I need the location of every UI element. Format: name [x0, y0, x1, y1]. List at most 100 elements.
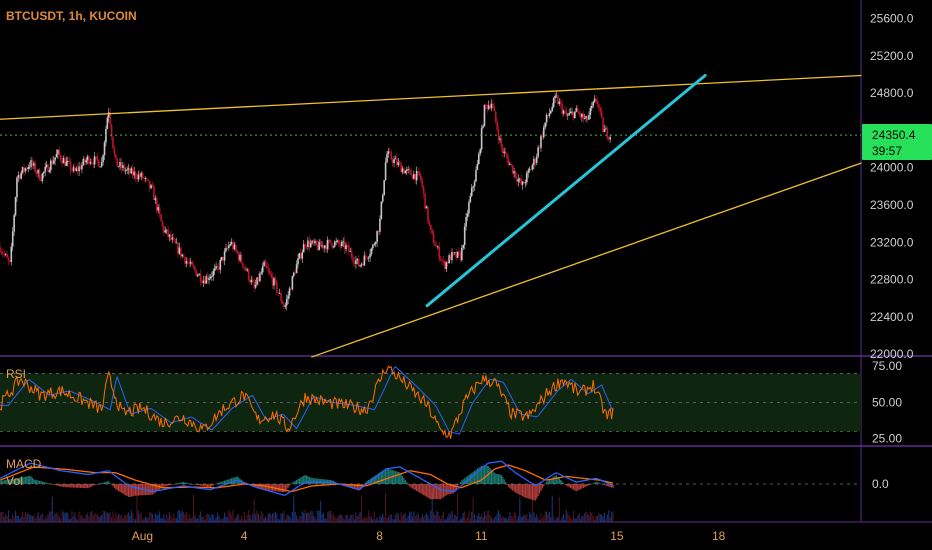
volume-bar — [204, 519, 206, 522]
macd-histogram-bar — [572, 484, 575, 490]
candle-body — [249, 279, 251, 283]
candle-body — [99, 166, 102, 168]
candle-body — [557, 95, 559, 105]
macd-histogram-bar — [85, 484, 87, 489]
macd-histogram-bar — [126, 484, 128, 497]
macd-histogram-bar — [198, 484, 200, 486]
macd-histogram-bar — [17, 477, 19, 484]
macd-histogram-bar — [55, 484, 58, 486]
volume-bar — [601, 514, 603, 522]
macd-histogram-bar — [433, 484, 435, 500]
macd-histogram-bar — [531, 484, 534, 500]
candle-body — [291, 276, 294, 290]
candle-body — [45, 164, 48, 167]
candle-body — [363, 255, 366, 266]
candle-body — [50, 160, 52, 171]
candle-body — [510, 163, 513, 166]
candle-body — [41, 173, 44, 182]
macd-histogram-bar — [551, 477, 553, 484]
macd-histogram-bar — [277, 484, 279, 492]
macd-histogram-bar — [127, 484, 130, 498]
candle-body — [157, 207, 159, 211]
macd-histogram-bar — [529, 484, 531, 499]
candle-body — [273, 278, 275, 286]
candle-body — [503, 151, 506, 154]
candle-body — [434, 243, 436, 246]
volume-bar — [358, 514, 360, 522]
candle-body — [341, 241, 343, 247]
candle-body — [541, 136, 544, 138]
candle-body — [175, 242, 178, 244]
time-tick-label: Aug — [132, 529, 153, 543]
macd-histogram-bar — [170, 484, 172, 485]
volume-bar — [242, 519, 244, 522]
candle-body — [220, 256, 223, 261]
macd-histogram-bar — [303, 475, 305, 484]
volume-bar — [365, 517, 367, 522]
candle-body — [339, 244, 342, 247]
volume-bar — [65, 512, 67, 522]
macd-histogram-bar — [140, 484, 142, 496]
macd-histogram-bar — [543, 484, 545, 487]
volume-bar — [303, 512, 305, 522]
macd-histogram-bar — [6, 479, 8, 484]
candle-body — [62, 158, 65, 164]
macd-histogram-bar — [184, 482, 186, 484]
candles-layer — [0, 90, 611, 311]
macd-histogram-bar — [317, 478, 319, 484]
candle-body — [240, 254, 243, 263]
candle-body — [230, 242, 233, 245]
candle-body — [461, 247, 463, 261]
candle-body — [66, 161, 69, 162]
candle-body — [283, 304, 285, 307]
volume-bar — [88, 516, 90, 522]
volume-bar — [359, 511, 361, 522]
candle-body — [585, 116, 587, 119]
macd-histogram-bar — [280, 484, 282, 492]
candle-body — [146, 178, 148, 180]
volume-bar — [370, 517, 373, 522]
volume-bar — [502, 516, 504, 522]
candle-body — [96, 156, 99, 161]
macd-histogram-bar — [579, 484, 582, 490]
candle-body — [229, 244, 232, 246]
trendlines-layer[interactable] — [0, 73, 862, 358]
volume-bar — [279, 519, 281, 522]
macd-histogram-bar — [81, 484, 83, 488]
volume-bar — [150, 512, 152, 522]
trendline-upper-resistance — [0, 74, 862, 120]
volume-bar — [400, 512, 402, 522]
volume-bar — [240, 515, 243, 522]
candle-body — [551, 106, 554, 111]
macd-histogram-bar — [544, 483, 546, 485]
candle-body — [489, 105, 491, 109]
volume-bar — [355, 512, 357, 522]
candle-body — [26, 168, 28, 170]
symbol-title[interactable]: BTCUSDT, 1h, KUCOIN — [6, 9, 137, 23]
macd-histogram-bar — [353, 484, 356, 490]
macd-histogram-bar — [553, 476, 555, 484]
candle-body — [486, 104, 489, 109]
candle-body — [500, 138, 503, 148]
candle-body — [107, 112, 110, 118]
candle-body — [453, 252, 456, 254]
volume-bar — [318, 510, 320, 522]
volume-bar — [286, 515, 288, 522]
candle-body — [182, 254, 185, 258]
macd-histogram-bar — [609, 484, 611, 488]
last-price-tag[interactable]: 24350.4 39:57 — [862, 124, 932, 160]
macd-histogram-bar — [120, 484, 123, 493]
macd-histogram-bar — [380, 471, 382, 484]
volume-bar — [116, 516, 118, 522]
volume-bar — [591, 512, 593, 522]
candle-body — [17, 175, 20, 178]
macd-histogram-bar — [16, 478, 18, 484]
volume-bar — [538, 519, 541, 522]
macd-histogram-bar — [279, 484, 281, 492]
macd-histogram-bar — [163, 484, 165, 487]
volume-bar — [159, 511, 161, 522]
candle-body — [555, 95, 558, 97]
candle-body — [278, 293, 281, 294]
macd-histogram-bar — [478, 467, 480, 484]
